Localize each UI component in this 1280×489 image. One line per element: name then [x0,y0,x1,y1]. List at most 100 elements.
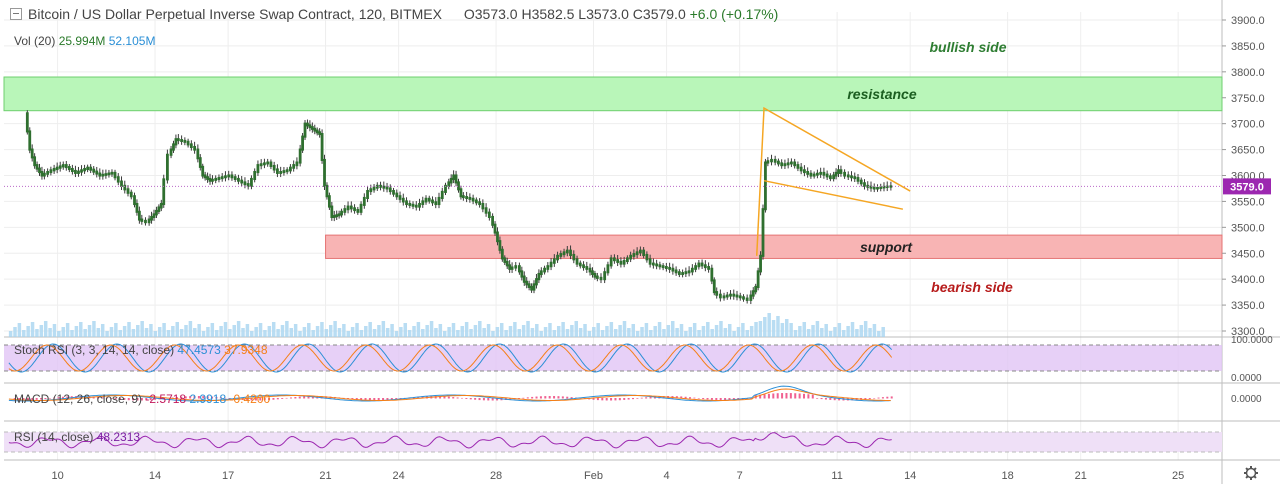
candle-body [220,176,224,180]
macd-histogram-bar [368,398,371,401]
macd-histogram-bar [364,398,367,401]
time-tick-label: Feb [584,470,603,482]
candle-body [421,200,425,206]
volume-bar [390,324,394,337]
volume-bar [355,323,359,337]
candle-body [327,195,331,208]
volume-bar [824,324,828,337]
stoch-d-line [8,344,893,372]
macd-histogram-bar [395,398,398,400]
candle-body [398,195,402,200]
macd-histogram-bar [460,397,463,399]
candle-body [169,148,173,156]
candle-body [116,176,120,183]
candle-body [819,171,823,175]
candle-body [172,143,175,151]
price-tick-label: 3500.0 [1231,222,1265,234]
candle-body [61,164,65,168]
time-tick-label: 4 [664,470,670,482]
macd-histogram-bar [57,397,60,399]
candle-body [503,257,507,263]
candle-body [885,185,889,188]
volume-bar [70,330,74,337]
volume-bar [26,326,30,337]
price-tick-label: 3800.0 [1231,67,1265,79]
macd-histogram-bar [294,397,297,399]
macd-histogram-bar [250,398,253,401]
candle-body [572,253,576,261]
stoch-lower-label: 0.0000 [1231,373,1262,384]
macd-histogram-bar [702,398,705,400]
volume-bar [245,324,250,337]
candle-body [217,177,221,180]
volume-bar [486,324,491,337]
volume-bar [495,327,500,337]
volume-bar [670,321,675,337]
candle-body [135,202,139,213]
volume-bar [39,325,44,337]
candle-body [250,177,253,187]
candle-body [444,184,447,193]
macd-histogram-bar [517,398,520,399]
macd-signal-value: -0.4200 [229,392,271,406]
volume-bar [96,328,101,337]
candle-body [434,201,438,206]
candle-body [491,215,494,226]
candle-body [465,196,469,199]
volume-bar [311,330,315,337]
stoch-upper-label: 100.0000 [1231,335,1273,346]
candle-body [459,188,463,198]
candle-body [301,135,304,151]
settings-gear-icon[interactable] [1244,466,1258,480]
candle-body [206,176,209,180]
macd-histogram-bar [851,398,854,401]
volume-bar [802,322,807,337]
candle-body [777,160,780,165]
volume-bar [679,324,684,337]
symbol-legend: Bitcoin / US Dollar Perpetual Inverse Sw… [10,6,778,22]
time-tick-label: 24 [393,470,405,482]
volume-bar [535,324,539,337]
volume-bar [543,327,548,337]
candle-body [619,260,623,265]
macd-histogram-bar [303,396,306,399]
volume-bar [8,331,13,337]
volume-bar [508,326,513,337]
candle-body [144,219,147,224]
candle-body [625,257,629,263]
volume-bar [197,324,201,337]
volume-bar [701,326,706,337]
macd-histogram-bar [101,397,104,399]
candle-body [129,191,133,198]
volume-bar [407,330,412,337]
macd-histogram-bar [346,398,349,399]
volume-bar [346,331,351,337]
candle-body [330,205,334,219]
volume-bar [556,326,561,337]
volume-bar [280,325,285,337]
volume-bar [228,329,232,337]
volume-bar [605,326,609,337]
macd-histogram-bar [618,398,621,401]
volume-bar [482,328,486,337]
volume-bar [596,323,600,337]
candle-body [263,162,266,166]
candle-body [803,169,806,174]
candle-body [83,167,86,172]
macd-histogram-bar [474,398,477,400]
macd-histogram-bar [811,394,814,399]
volume-bar [232,325,236,337]
price-tick-label: 3750.0 [1231,93,1265,105]
candle-body [388,187,392,193]
collapse-icon[interactable] [10,8,22,20]
candle-body [575,258,579,265]
candle-body [856,177,860,182]
candle-body [828,175,832,180]
volume-bar [271,322,276,337]
candle-body [186,140,190,146]
volume-bar [833,327,837,337]
volume-bar [421,329,425,337]
candle-body [308,124,312,129]
